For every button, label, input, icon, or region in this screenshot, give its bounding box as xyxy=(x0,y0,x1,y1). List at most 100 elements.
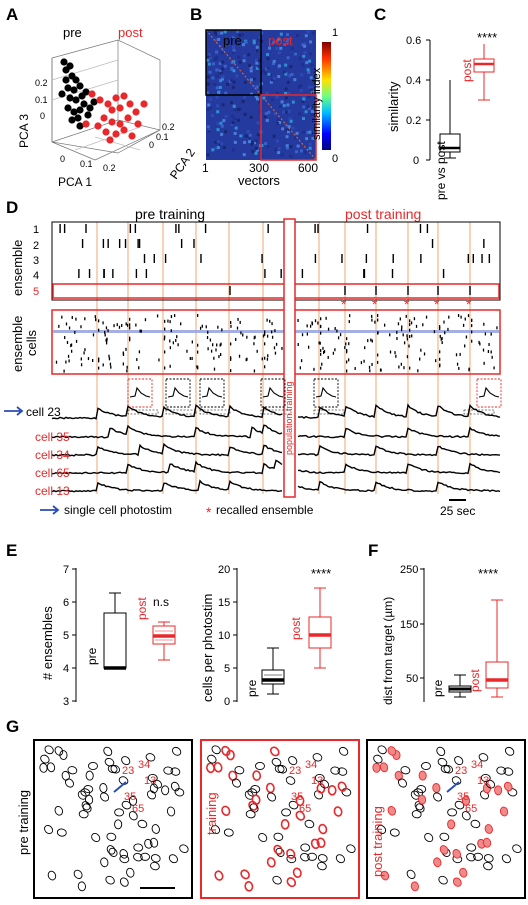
matrix-cell xyxy=(306,68,310,72)
spike xyxy=(164,366,166,370)
panel-b: B pre post 1 0 similarity index 1 300 60… xyxy=(190,5,338,188)
cell-outline xyxy=(286,848,296,859)
spike xyxy=(92,333,95,337)
spike xyxy=(109,362,112,366)
matrix-cell xyxy=(279,32,283,36)
spike xyxy=(253,369,256,373)
spike xyxy=(332,351,335,355)
spike xyxy=(483,361,485,365)
y-axis-label: similarity xyxy=(386,81,401,132)
recalled-star-icon: * xyxy=(341,296,347,312)
y-tick: 0.2 xyxy=(162,122,175,132)
cell-outline xyxy=(484,824,493,834)
spike xyxy=(398,365,400,369)
spike xyxy=(377,353,379,357)
matrix-cell xyxy=(287,110,291,114)
post-training-title: post training xyxy=(345,206,421,222)
spike xyxy=(80,363,83,367)
matrix-cell xyxy=(286,56,290,60)
cell-outline xyxy=(119,877,129,887)
spike xyxy=(360,361,363,365)
cell-outline xyxy=(503,767,514,776)
spike xyxy=(108,354,110,358)
post-point xyxy=(102,128,110,136)
significance: **** xyxy=(477,30,497,45)
spike xyxy=(215,348,217,352)
spike xyxy=(464,344,466,348)
spike xyxy=(254,335,256,339)
matrix-cell xyxy=(300,149,304,153)
z-tick: 0.1 xyxy=(35,95,48,105)
cell-outline xyxy=(73,869,83,880)
spike xyxy=(322,346,324,350)
matrix-cell xyxy=(231,148,235,152)
cell-outline xyxy=(418,770,427,781)
cell-outline xyxy=(439,832,450,841)
cell-outline xyxy=(280,819,290,830)
cell-outline xyxy=(330,766,341,775)
cell-outline xyxy=(483,854,494,863)
matrix-cell xyxy=(226,82,230,86)
spike xyxy=(323,349,326,353)
spike xyxy=(104,330,106,334)
matrix-cell xyxy=(206,82,210,86)
cell-outline xyxy=(377,824,387,835)
box-cells-post xyxy=(308,587,332,669)
post-point xyxy=(108,118,116,126)
cell-outline xyxy=(44,824,54,835)
matrix-cell xyxy=(266,57,270,61)
matrix-cell xyxy=(284,63,288,67)
cell-outline xyxy=(88,761,98,771)
spike xyxy=(467,314,470,318)
cell-outline xyxy=(223,828,234,837)
legend-star-icon: * xyxy=(206,504,212,520)
matrix-cell xyxy=(221,103,225,107)
spike xyxy=(490,332,492,336)
pre-point xyxy=(90,98,98,106)
matrix-cell xyxy=(277,51,281,55)
spike xyxy=(197,314,199,318)
spike xyxy=(460,315,462,319)
cell-id-label: 65 xyxy=(132,803,144,815)
matrix-cell xyxy=(206,125,210,129)
pre-label: pre xyxy=(223,33,242,48)
population-training-label: population training xyxy=(284,381,294,455)
matrix-cell xyxy=(270,78,274,82)
spike xyxy=(63,369,65,373)
matrix-cell xyxy=(217,91,221,95)
spike xyxy=(129,336,131,340)
cell-id-label: 35 xyxy=(291,791,303,803)
cell-outline xyxy=(480,773,491,783)
photostim-arrow-icon xyxy=(446,781,460,793)
spike xyxy=(336,329,338,333)
spike xyxy=(377,314,379,318)
matrix-cell xyxy=(285,110,289,114)
cell-outline xyxy=(273,832,284,841)
spike xyxy=(261,357,263,361)
spike xyxy=(104,333,106,337)
spike xyxy=(270,330,273,334)
post-point xyxy=(104,100,112,108)
pre-point xyxy=(62,76,70,84)
matrix-cell xyxy=(276,122,280,126)
spike xyxy=(98,357,100,361)
cell-outline xyxy=(413,788,424,797)
spike xyxy=(471,324,473,328)
matrix-cell xyxy=(248,133,252,137)
spike xyxy=(170,315,173,319)
y-tick: 0.4 xyxy=(406,75,421,87)
pre-point xyxy=(70,86,78,94)
spike xyxy=(68,326,71,330)
y-tick: 15 xyxy=(218,597,230,609)
post-point xyxy=(126,100,134,108)
population-training-bar xyxy=(283,218,296,498)
cell-outline xyxy=(44,745,54,755)
cell-outline xyxy=(84,794,94,805)
matrix-cell xyxy=(209,97,213,101)
matrix-cell xyxy=(266,66,270,70)
matrix-cell xyxy=(255,66,259,70)
matrix-cell xyxy=(307,70,311,74)
cell-outline xyxy=(108,847,118,857)
spike xyxy=(447,327,449,331)
cell-outline xyxy=(144,838,153,849)
